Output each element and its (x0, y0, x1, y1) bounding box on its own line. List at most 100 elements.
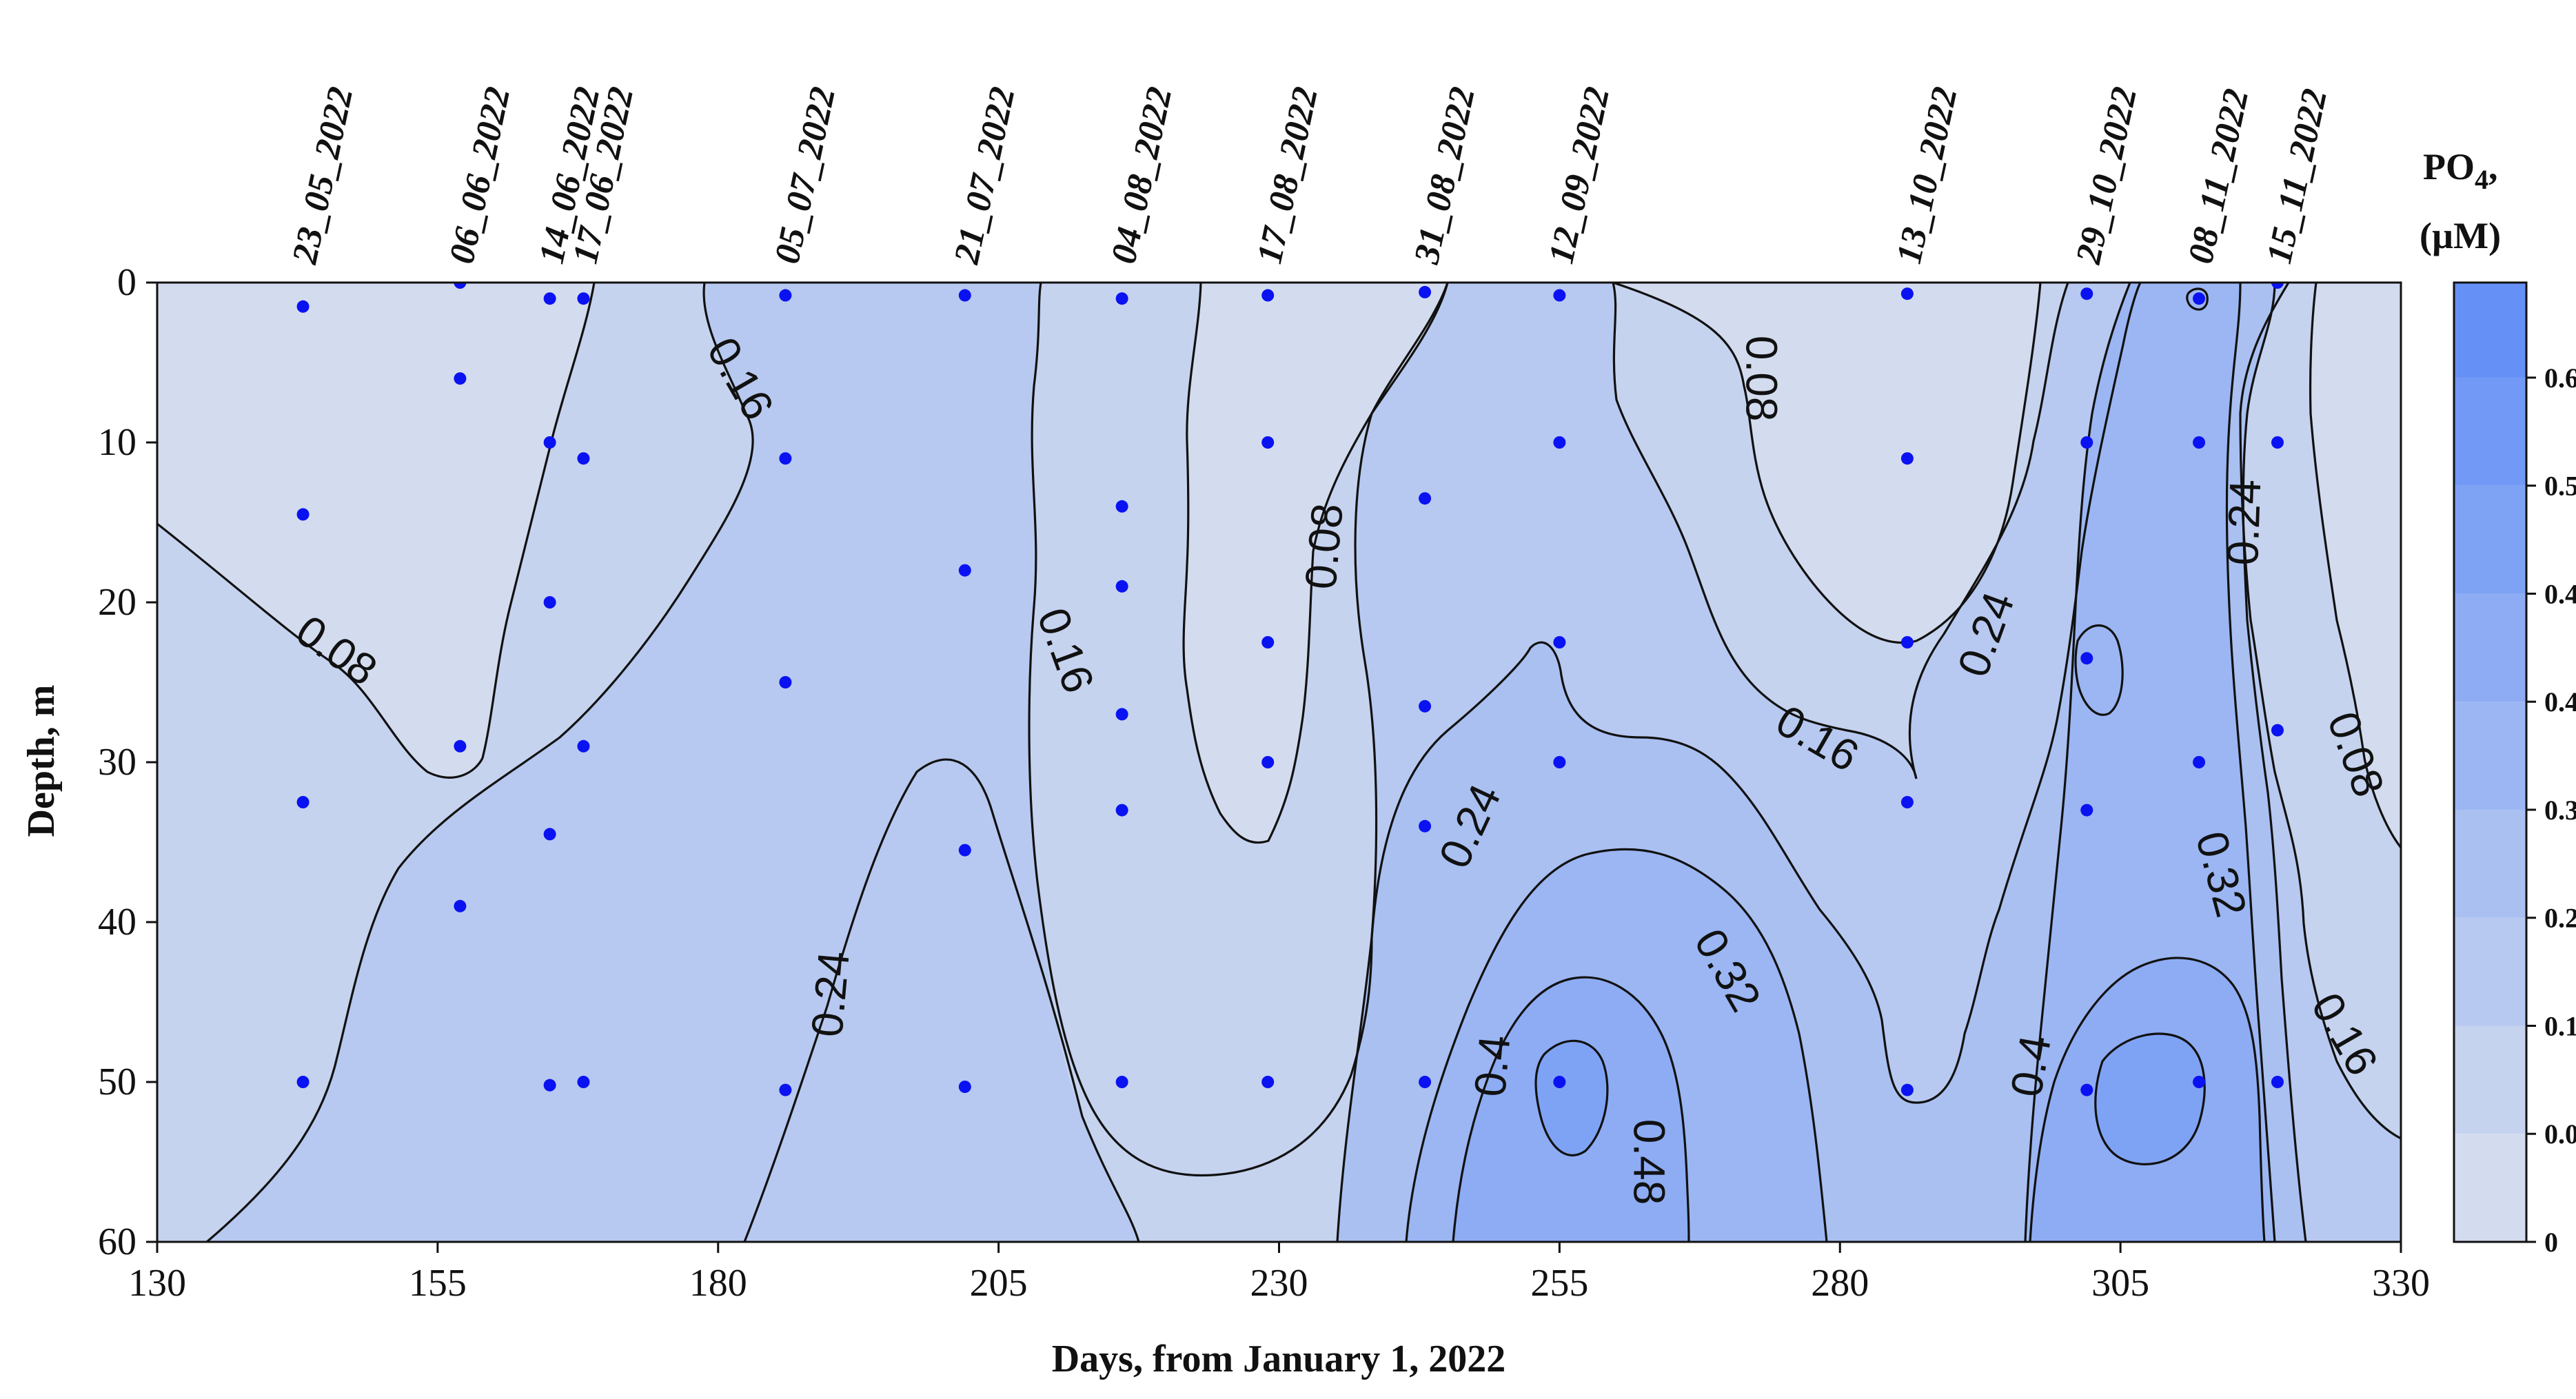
contour-line-0-4-b (2029, 957, 2266, 1242)
contour-line-0-08-far-right (2309, 283, 2401, 848)
colorbar-swatch (2454, 1134, 2526, 1242)
y-tick-label: 10 (98, 421, 136, 464)
sample-point (1900, 796, 1914, 808)
sample-point (543, 292, 556, 305)
sample-point (1900, 452, 1914, 465)
colorbar-title-main: PO (2423, 146, 2475, 187)
colorbar-title: PO4, (2423, 146, 2498, 195)
colorbar-swatch (2454, 485, 2526, 594)
contour-line-0-48-b (2094, 1032, 2206, 1165)
sample-point (958, 289, 971, 302)
contour-line-0-08-middle (1182, 283, 1449, 844)
colorbar-swatch (2454, 377, 2526, 486)
x-tick-label: 180 (689, 1262, 747, 1305)
y-tick-label: 60 (98, 1221, 136, 1263)
contour-line-0-08-right-top (1612, 283, 2042, 644)
colorbar-tick-label: 0.4 (2544, 686, 2576, 717)
sampling-date-label: 29_10_2022 (2069, 83, 2144, 267)
contour-line-0-16-far-right (2239, 283, 2401, 1140)
sample-point (543, 1079, 556, 1092)
colorbar-swatch (2454, 702, 2526, 810)
colorbar-tick-label: 0.64 (2544, 362, 2576, 394)
sample-point (577, 1076, 590, 1088)
sampling-date-label: 13_10_2022 (1889, 83, 1965, 267)
sampling-date-label: 15_11_2022 (2260, 85, 2335, 267)
band-0-48-to-0-56-b (2095, 1034, 2205, 1165)
x-tick-label: 230 (1250, 1262, 1308, 1305)
sample-point (296, 796, 310, 808)
sample-point (1553, 756, 1566, 768)
band-0-32-to-0-4-c (2076, 625, 2123, 715)
sample-point (2271, 436, 2284, 449)
x-tick-label: 155 (409, 1262, 467, 1305)
sampling-date-label: 06_06_2022 (442, 83, 518, 267)
sample-point (2193, 756, 2206, 768)
y-tick-label: 50 (98, 1061, 136, 1103)
sample-point (577, 292, 590, 305)
sample-point (1553, 289, 1566, 302)
plot-area: 0.080.160.160.080.080.240.240.40.480.320… (157, 283, 2401, 1242)
sample-point (1115, 708, 1128, 721)
colorbar-tick-label: 0.48 (2544, 578, 2576, 609)
colorbar-title-comma: , (2488, 146, 2498, 187)
colorbar-tick-label: 0 (2544, 1227, 2558, 1258)
contour-label: 0.08 (1736, 336, 1786, 422)
sample-point (2193, 436, 2206, 449)
sample-point (1553, 436, 1566, 449)
sample-point (1419, 819, 1432, 833)
band-0-to-0-08-a (157, 283, 594, 778)
colorbar-tick-label: 0.16 (2544, 1010, 2576, 1041)
contour-label: 0.24 (2218, 479, 2270, 566)
sample-point (1115, 1076, 1128, 1088)
band-0-48-to-0-56-a (1536, 1041, 1608, 1156)
sample-point (779, 289, 792, 302)
contour-line-0-4-d (2186, 287, 2209, 311)
sample-point (1553, 636, 1566, 649)
sample-point (296, 1076, 310, 1088)
sample-point (2193, 292, 2206, 305)
y-tick-label: 20 (98, 581, 136, 624)
sample-point (543, 436, 556, 449)
sample-point (1261, 1076, 1275, 1088)
contour-line-0-16-middle (1028, 283, 1449, 1177)
x-axis-title: Days, from January 1, 2022 (1052, 1338, 1506, 1380)
sample-point (1900, 287, 1914, 300)
sample-point (543, 596, 556, 609)
sample-point (1115, 580, 1128, 593)
sample-point (454, 899, 467, 912)
contour-label: 0.4 (1465, 1033, 1519, 1099)
sample-point (1261, 636, 1275, 649)
sample-point (2193, 1076, 2206, 1088)
contour-line-0-32-a (1405, 848, 1828, 1242)
colorbar-swatch (2454, 917, 2526, 1026)
sampling-date-label: 23_05_2022 (285, 83, 361, 267)
contour-label: 0.24 (802, 949, 859, 1039)
x-tick-label: 205 (970, 1262, 1028, 1305)
sample-point (1261, 436, 1275, 449)
y-tick-label: 0 (117, 261, 136, 304)
contour-line-0-48-a (1534, 1039, 1609, 1156)
contour-line-0-4-a (1452, 976, 1690, 1242)
contour-line-0-4-c (2074, 624, 2124, 716)
band-0-to-0-08-b (1184, 283, 1448, 843)
sample-point (2080, 1083, 2093, 1096)
sample-point (577, 739, 590, 753)
contour-line-0-16-left (205, 283, 754, 1242)
colorbar: 0 0.08 0.16 0.24 0.32 0.4 0.48 0.56 0.64 PO4, (µ… (2420, 146, 2576, 1258)
contour-line-0-24-right (2242, 283, 2307, 1242)
sample-point (1419, 492, 1432, 505)
sampling-date-label: 05_07_2022 (767, 83, 843, 267)
sample-points (296, 283, 2284, 1096)
colorbar-swatch (2454, 809, 2526, 918)
sample-point (1261, 289, 1275, 302)
sample-point (543, 828, 556, 841)
sample-point (454, 372, 467, 385)
x-tick-label: 280 (1811, 1262, 1869, 1305)
contour-line-0-32-c (2225, 283, 2276, 1242)
y-axis-title: Depth, m (20, 685, 63, 837)
contour-label: 0.08 (1295, 502, 1352, 591)
sample-point (577, 452, 590, 465)
sampling-date-label: 21_07_2022 (947, 83, 1023, 267)
sample-point (958, 1080, 971, 1093)
sample-point (2080, 287, 2093, 300)
